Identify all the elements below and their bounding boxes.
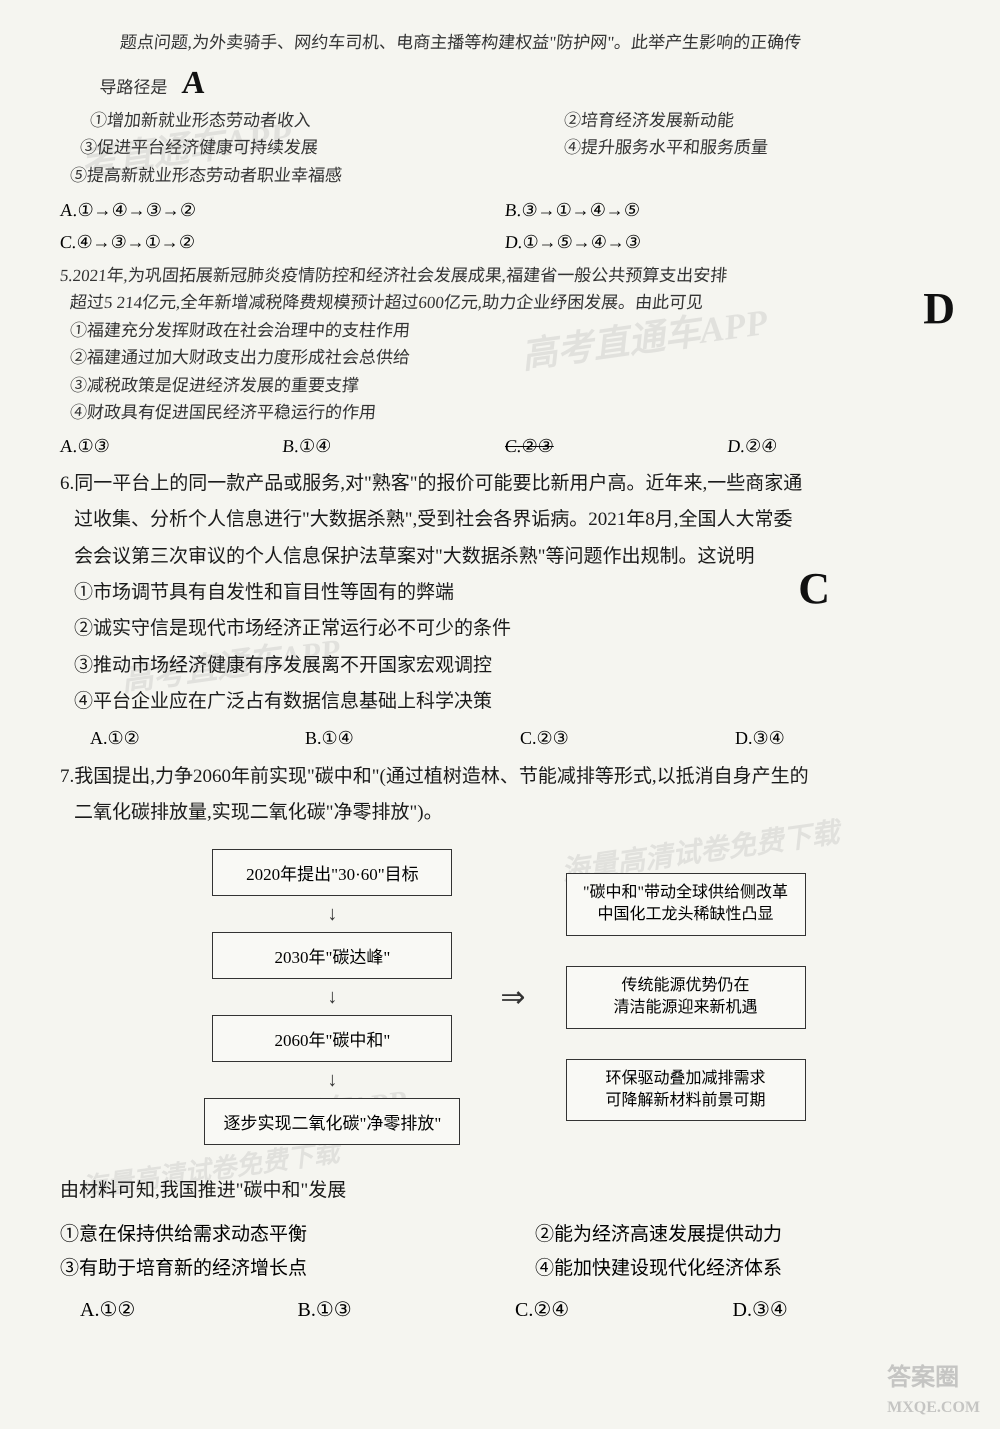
arrow-down-icon: ↓ [327, 1070, 337, 1090]
flow-box: 2030年"碳达峰" [212, 932, 452, 979]
stmt: ①增加新就业形态劳动者收入 [89, 108, 525, 134]
stmt: ③促进平台经济健康可持续发展 [79, 135, 525, 161]
label: 传统能源优势仍在 [622, 977, 750, 994]
option-c: C.②③ [520, 722, 735, 754]
q4-line1: 题点问题,为外卖骑手、网约车司机、电商主播等构建权益"防护网"。此举产生影响的正… [119, 30, 951, 56]
label: "碳中和"带动全球供给侧改革 [583, 884, 788, 901]
label: 可降解新材料前景可期 [606, 1092, 766, 1109]
option-d: D.③④ [733, 1292, 951, 1328]
label: 导路径是 [99, 78, 169, 97]
stmt: ④平台企业应在广泛占有数据信息基础上科学决策 [74, 686, 950, 718]
flow-box: 环保驱动叠加减排需求 可降解新材料前景可期 [566, 1059, 806, 1122]
stmt: ②培育经济发展新动能 [563, 108, 952, 134]
option-c: C.④→③→①→② [59, 226, 507, 258]
flow-box: 2020年提出"30·60"目标 [212, 849, 452, 896]
option-a: A.①② [90, 722, 305, 754]
stmt: ③推动市场经济健康有序发展离不开国家宏观调控 [74, 650, 950, 682]
label: 答案圈 [887, 1365, 959, 1391]
q4-line2: 导路径是 A [98, 58, 952, 106]
stmt: ②能为经济高速发展提供动力 [535, 1218, 950, 1252]
flow-box: 逐步实现二氧化碳"净零排放" [204, 1098, 460, 1145]
flow-box: 2060年"碳中和" [212, 1015, 452, 1062]
handwritten-D: D [923, 283, 955, 334]
label: 环保驱动叠加减排需求 [606, 1070, 766, 1087]
stmt: ⑤提高新就业形态劳动者职业幸福感 [69, 163, 525, 189]
q7-t2: 二氧化碳排放量,实现二氧化碳"净零排放")。 [74, 797, 950, 829]
option-b: B.③→①→④→⑤ [504, 194, 952, 226]
option-a: A.①② [80, 1292, 298, 1328]
option-b: B.①④ [305, 722, 520, 754]
stmt: ③减税政策是促进经济发展的重要支撑 [69, 373, 951, 399]
option-d: D.①→⑤→④→③ [504, 226, 952, 258]
page-content: 题点问题,为外卖骑手、网约车司机、电商主播等构建权益"防护网"。此举产生影响的正… [0, 0, 1000, 1362]
corner-watermark: 答案圈 MXQE.COM [887, 1357, 980, 1419]
flow-box: "碳中和"带动全球供给侧改革 中国化工龙头稀缺性凸显 [566, 873, 806, 936]
stmt: ①福建充分发挥财政在社会治理中的支柱作用 [69, 318, 951, 344]
arrow-down-icon: ↓ [327, 987, 337, 1007]
option-c: C.②③ [504, 430, 729, 462]
q6-t1: 6.同一平台上的同一款产品或服务,对"熟客"的报价可能要比新用户高。近年来,一些… [60, 468, 950, 500]
option-d: D.③④ [735, 722, 950, 754]
flow-right-col: "碳中和"带动全球供给侧改革 中国化工龙头稀缺性凸显 传统能源优势仍在 清洁能源… [566, 873, 806, 1121]
stmt: ④提升服务水平和服务质量 [563, 135, 952, 161]
arrow-down-icon: ↓ [327, 904, 337, 924]
stmt: ②福建通过加大财政支出力度形成社会总供给 [69, 345, 951, 371]
stmt: ④能加快建设现代化经济体系 [535, 1252, 950, 1286]
label: 中国化工龙头稀缺性凸显 [598, 906, 774, 923]
stmt: ④财政具有促进国民经济平稳运行的作用 [69, 400, 951, 426]
q5-text1: 5.2021年,为巩固拓展新冠肺炎疫情防控和经济社会发展成果,福建省一般公共预算… [59, 263, 951, 289]
stmt: ③有助于培育新的经济增长点 [60, 1252, 475, 1286]
arrow-right-icon: ⇒ [500, 980, 525, 1015]
handwritten-A: A [180, 58, 207, 106]
flowchart: 2020年提出"30·60"目标 ↓ 2030年"碳达峰" ↓ 2060年"碳中… [60, 849, 950, 1145]
option-b: B.①④ [281, 430, 506, 462]
flow-left-col: 2020年提出"30·60"目标 ↓ 2030年"碳达峰" ↓ 2060年"碳中… [204, 849, 460, 1145]
stmt: ②诚实守信是现代市场经济正常运行必不可少的条件 [74, 613, 950, 645]
flow-box: 传统能源优势仍在 清洁能源迎来新机遇 [566, 966, 806, 1029]
option-a: A.①③ [59, 430, 284, 462]
option-b: B.①③ [298, 1292, 516, 1328]
q7-t1: 7.我国提出,力争2060年前实现"碳中和"(通过植树造林、节能减排等形式,以抵… [60, 761, 950, 793]
option-a: A.①→④→③→② [59, 194, 507, 226]
option-d: D.②④ [726, 430, 951, 462]
q5-text2: 超过5 214亿元,全年新增减税降费规模预计超过600亿元,助力企业纾困发展。由… [69, 290, 951, 316]
q7-after: 由材料可知,我国推进"碳中和"发展 [60, 1175, 950, 1207]
handwritten-C: C [798, 563, 830, 614]
option-c: C.②④ [515, 1292, 733, 1328]
label: MXQE.COM [887, 1399, 980, 1416]
stmt: ①意在保持供给需求动态平衡 [60, 1218, 475, 1252]
q6-t2: 过收集、分析个人信息进行"大数据杀熟",受到社会各界诟病。2021年8月,全国人… [74, 504, 950, 536]
label: 清洁能源迎来新机遇 [614, 999, 758, 1016]
